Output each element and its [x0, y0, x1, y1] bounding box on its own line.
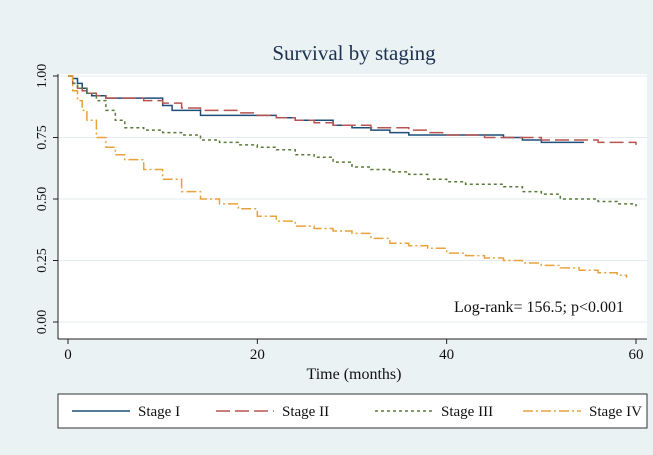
- x-tick-label: 40: [439, 347, 454, 363]
- series-layer: [68, 75, 637, 278]
- grid-layer: [58, 75, 647, 323]
- legend-label-2: Stage II: [282, 404, 329, 420]
- x-tick-label: 60: [629, 347, 644, 363]
- series-line-2: [68, 75, 637, 145]
- legend-label-3: Stage III: [441, 404, 493, 420]
- chart-title: Survival by staging: [272, 41, 436, 65]
- y-tick-label: 1.00: [35, 64, 50, 89]
- y-tick-label: 0.00: [35, 310, 50, 335]
- y-tick-label: 0.25: [35, 248, 50, 273]
- series-line-3: [68, 75, 637, 207]
- x-tick-label: 0: [64, 347, 72, 363]
- x-tick-label: 20: [250, 347, 265, 363]
- legend-label-4: Stage IV: [589, 404, 642, 420]
- legend: Stage I Stage II Stage III Stage IV: [72, 404, 642, 420]
- legend-label-1: Stage I: [138, 404, 180, 420]
- axis-layer: 0.00 0.25 0.50 0.75 1.00 0 20 40 60: [35, 64, 644, 363]
- series-line-4: [68, 75, 628, 278]
- plot-area: [58, 74, 647, 339]
- x-axis-label: Time (months): [307, 366, 402, 383]
- y-tick-label: 0.75: [35, 125, 50, 150]
- y-tick-label: 0.50: [35, 187, 50, 212]
- annotation-text: Log-rank= 156.5; p<0.001: [454, 299, 624, 316]
